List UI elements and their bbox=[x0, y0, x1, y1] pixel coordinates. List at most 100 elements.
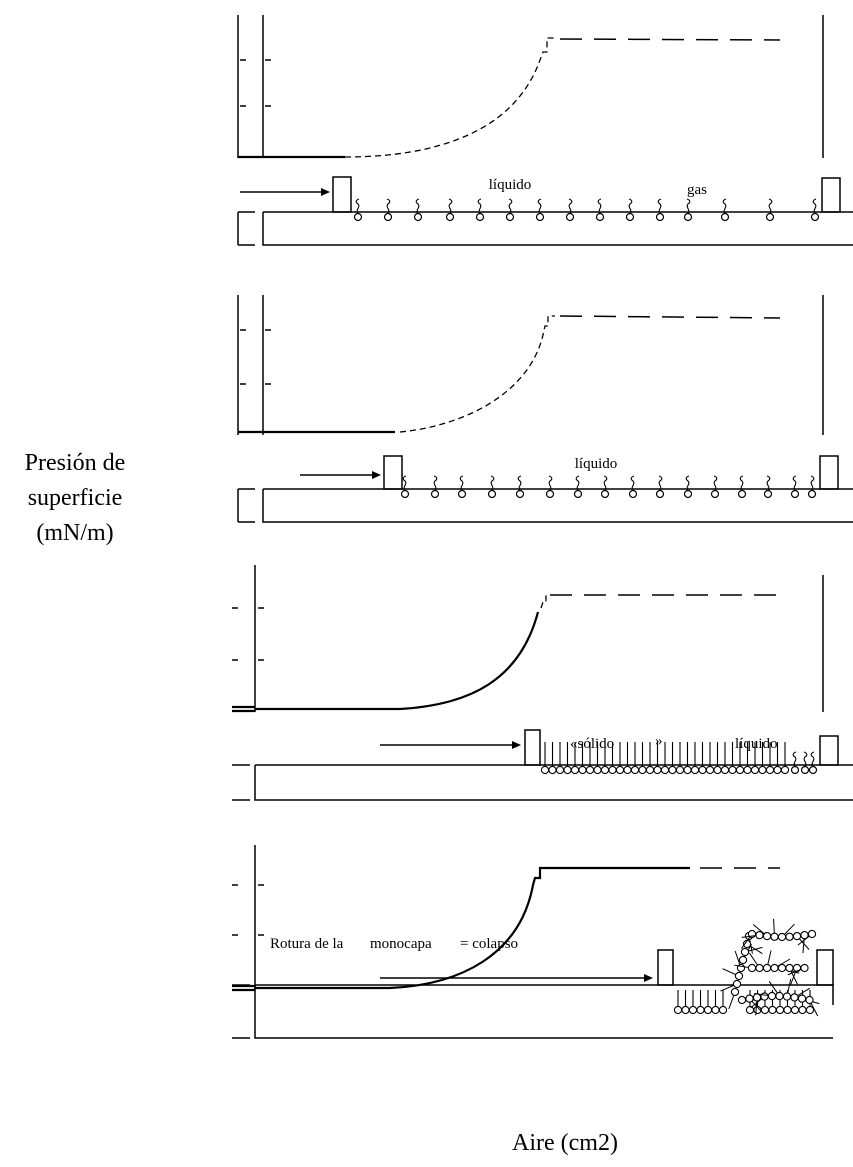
molecule-part bbox=[790, 489, 800, 499]
molecule-part bbox=[593, 765, 602, 775]
molecule-part bbox=[402, 475, 407, 491]
molecule-part bbox=[775, 1005, 785, 1015]
molecule-part bbox=[745, 1005, 755, 1015]
molecule-part bbox=[628, 489, 638, 499]
molecule-part bbox=[768, 1005, 777, 1015]
molecule-part bbox=[800, 765, 810, 775]
molecule-part bbox=[730, 987, 740, 997]
molecule-part bbox=[477, 198, 482, 214]
molecule-part bbox=[720, 765, 730, 775]
molecule-part bbox=[765, 212, 775, 222]
molecule-part bbox=[655, 212, 665, 222]
molecule-part bbox=[615, 765, 625, 775]
caption: monocapa bbox=[370, 936, 432, 952]
molecule-part bbox=[696, 1005, 705, 1015]
molecule-part bbox=[585, 765, 595, 775]
molecule-part bbox=[711, 1005, 720, 1015]
molecule-part bbox=[685, 475, 690, 491]
molecule-part bbox=[683, 765, 692, 775]
molecule-part bbox=[732, 979, 742, 989]
molecule-part bbox=[762, 963, 772, 973]
molecule-part bbox=[597, 198, 602, 214]
molecule-part bbox=[535, 212, 545, 222]
molecule-part bbox=[720, 212, 730, 222]
molecule-part bbox=[645, 765, 655, 775]
molecule-part bbox=[623, 765, 632, 775]
molecule-part bbox=[760, 992, 769, 1001]
molecule-part bbox=[433, 475, 438, 491]
molecule-part bbox=[737, 489, 747, 499]
molecule-part bbox=[625, 212, 635, 222]
molecule-part bbox=[448, 198, 453, 214]
caption: Rotura de la bbox=[270, 936, 344, 952]
molecule-part bbox=[722, 198, 727, 214]
molecule-part bbox=[537, 198, 542, 214]
molecule-part bbox=[570, 765, 580, 775]
molecule-part bbox=[490, 475, 495, 491]
molecule-part bbox=[790, 1005, 800, 1015]
molecule-part bbox=[810, 212, 820, 222]
molecule-part bbox=[803, 751, 808, 767]
molecule-part bbox=[688, 1005, 698, 1015]
molecule-part bbox=[782, 992, 792, 1001]
molecule-part bbox=[487, 489, 497, 499]
molecule-part bbox=[681, 1005, 690, 1015]
molecule-part bbox=[762, 931, 772, 941]
molecule-part bbox=[783, 1005, 792, 1015]
molecule-part bbox=[686, 198, 691, 214]
molecule-part bbox=[792, 475, 797, 491]
molecule-part bbox=[545, 489, 555, 499]
molecule-part bbox=[703, 1005, 713, 1015]
molecule-part bbox=[755, 930, 764, 940]
molecule-part bbox=[807, 929, 817, 939]
molecule-part bbox=[603, 475, 608, 491]
molecule-part bbox=[745, 994, 754, 1003]
phase-label: » bbox=[655, 733, 663, 749]
molecule-part bbox=[578, 765, 587, 775]
molecule-part bbox=[595, 212, 605, 222]
molecule-part bbox=[655, 489, 665, 499]
caption: = colapso bbox=[460, 936, 518, 952]
molecule-part bbox=[805, 995, 814, 1005]
molecule-part bbox=[734, 971, 744, 981]
molecule-part bbox=[805, 1005, 815, 1015]
molecule-part bbox=[690, 765, 700, 775]
molecule-part bbox=[713, 475, 718, 491]
molecule-part bbox=[668, 765, 677, 775]
molecule-part bbox=[728, 765, 737, 775]
molecule-part bbox=[768, 198, 773, 214]
molecule-part bbox=[675, 765, 685, 775]
molecule-part bbox=[763, 489, 773, 499]
molecule-part bbox=[415, 198, 420, 214]
molecule-part bbox=[713, 765, 722, 775]
molecule-part bbox=[766, 475, 771, 491]
molecule-part bbox=[777, 963, 787, 973]
molecule-part bbox=[600, 489, 610, 499]
x-label: Aire (cm2) bbox=[512, 1130, 618, 1156]
molecule-part bbox=[565, 212, 575, 222]
molecule-part bbox=[718, 1005, 728, 1015]
molecule-part bbox=[770, 932, 779, 941]
molecule-part bbox=[710, 489, 720, 499]
molecule-part bbox=[355, 198, 360, 214]
molecule-part bbox=[743, 765, 752, 775]
molecule-part bbox=[386, 198, 391, 214]
y-label: superficie bbox=[28, 485, 123, 511]
molecule-part bbox=[810, 751, 815, 767]
molecule-part bbox=[798, 1005, 807, 1015]
molecule-part bbox=[400, 489, 410, 499]
molecule-part bbox=[760, 1005, 770, 1015]
molecule-part bbox=[797, 994, 807, 1003]
phase-label: líquido bbox=[575, 456, 618, 472]
molecule-part bbox=[505, 212, 515, 222]
molecule-part bbox=[775, 991, 784, 1001]
molecule-part bbox=[508, 198, 513, 214]
molecule-part bbox=[735, 765, 745, 775]
phase-label: «sólido bbox=[570, 736, 614, 752]
molecule-part bbox=[792, 931, 802, 941]
molecule-part bbox=[683, 489, 693, 499]
molecule-part bbox=[792, 751, 797, 767]
molecule-part bbox=[705, 765, 715, 775]
molecule-part bbox=[540, 765, 550, 775]
molecule-part bbox=[785, 963, 794, 973]
